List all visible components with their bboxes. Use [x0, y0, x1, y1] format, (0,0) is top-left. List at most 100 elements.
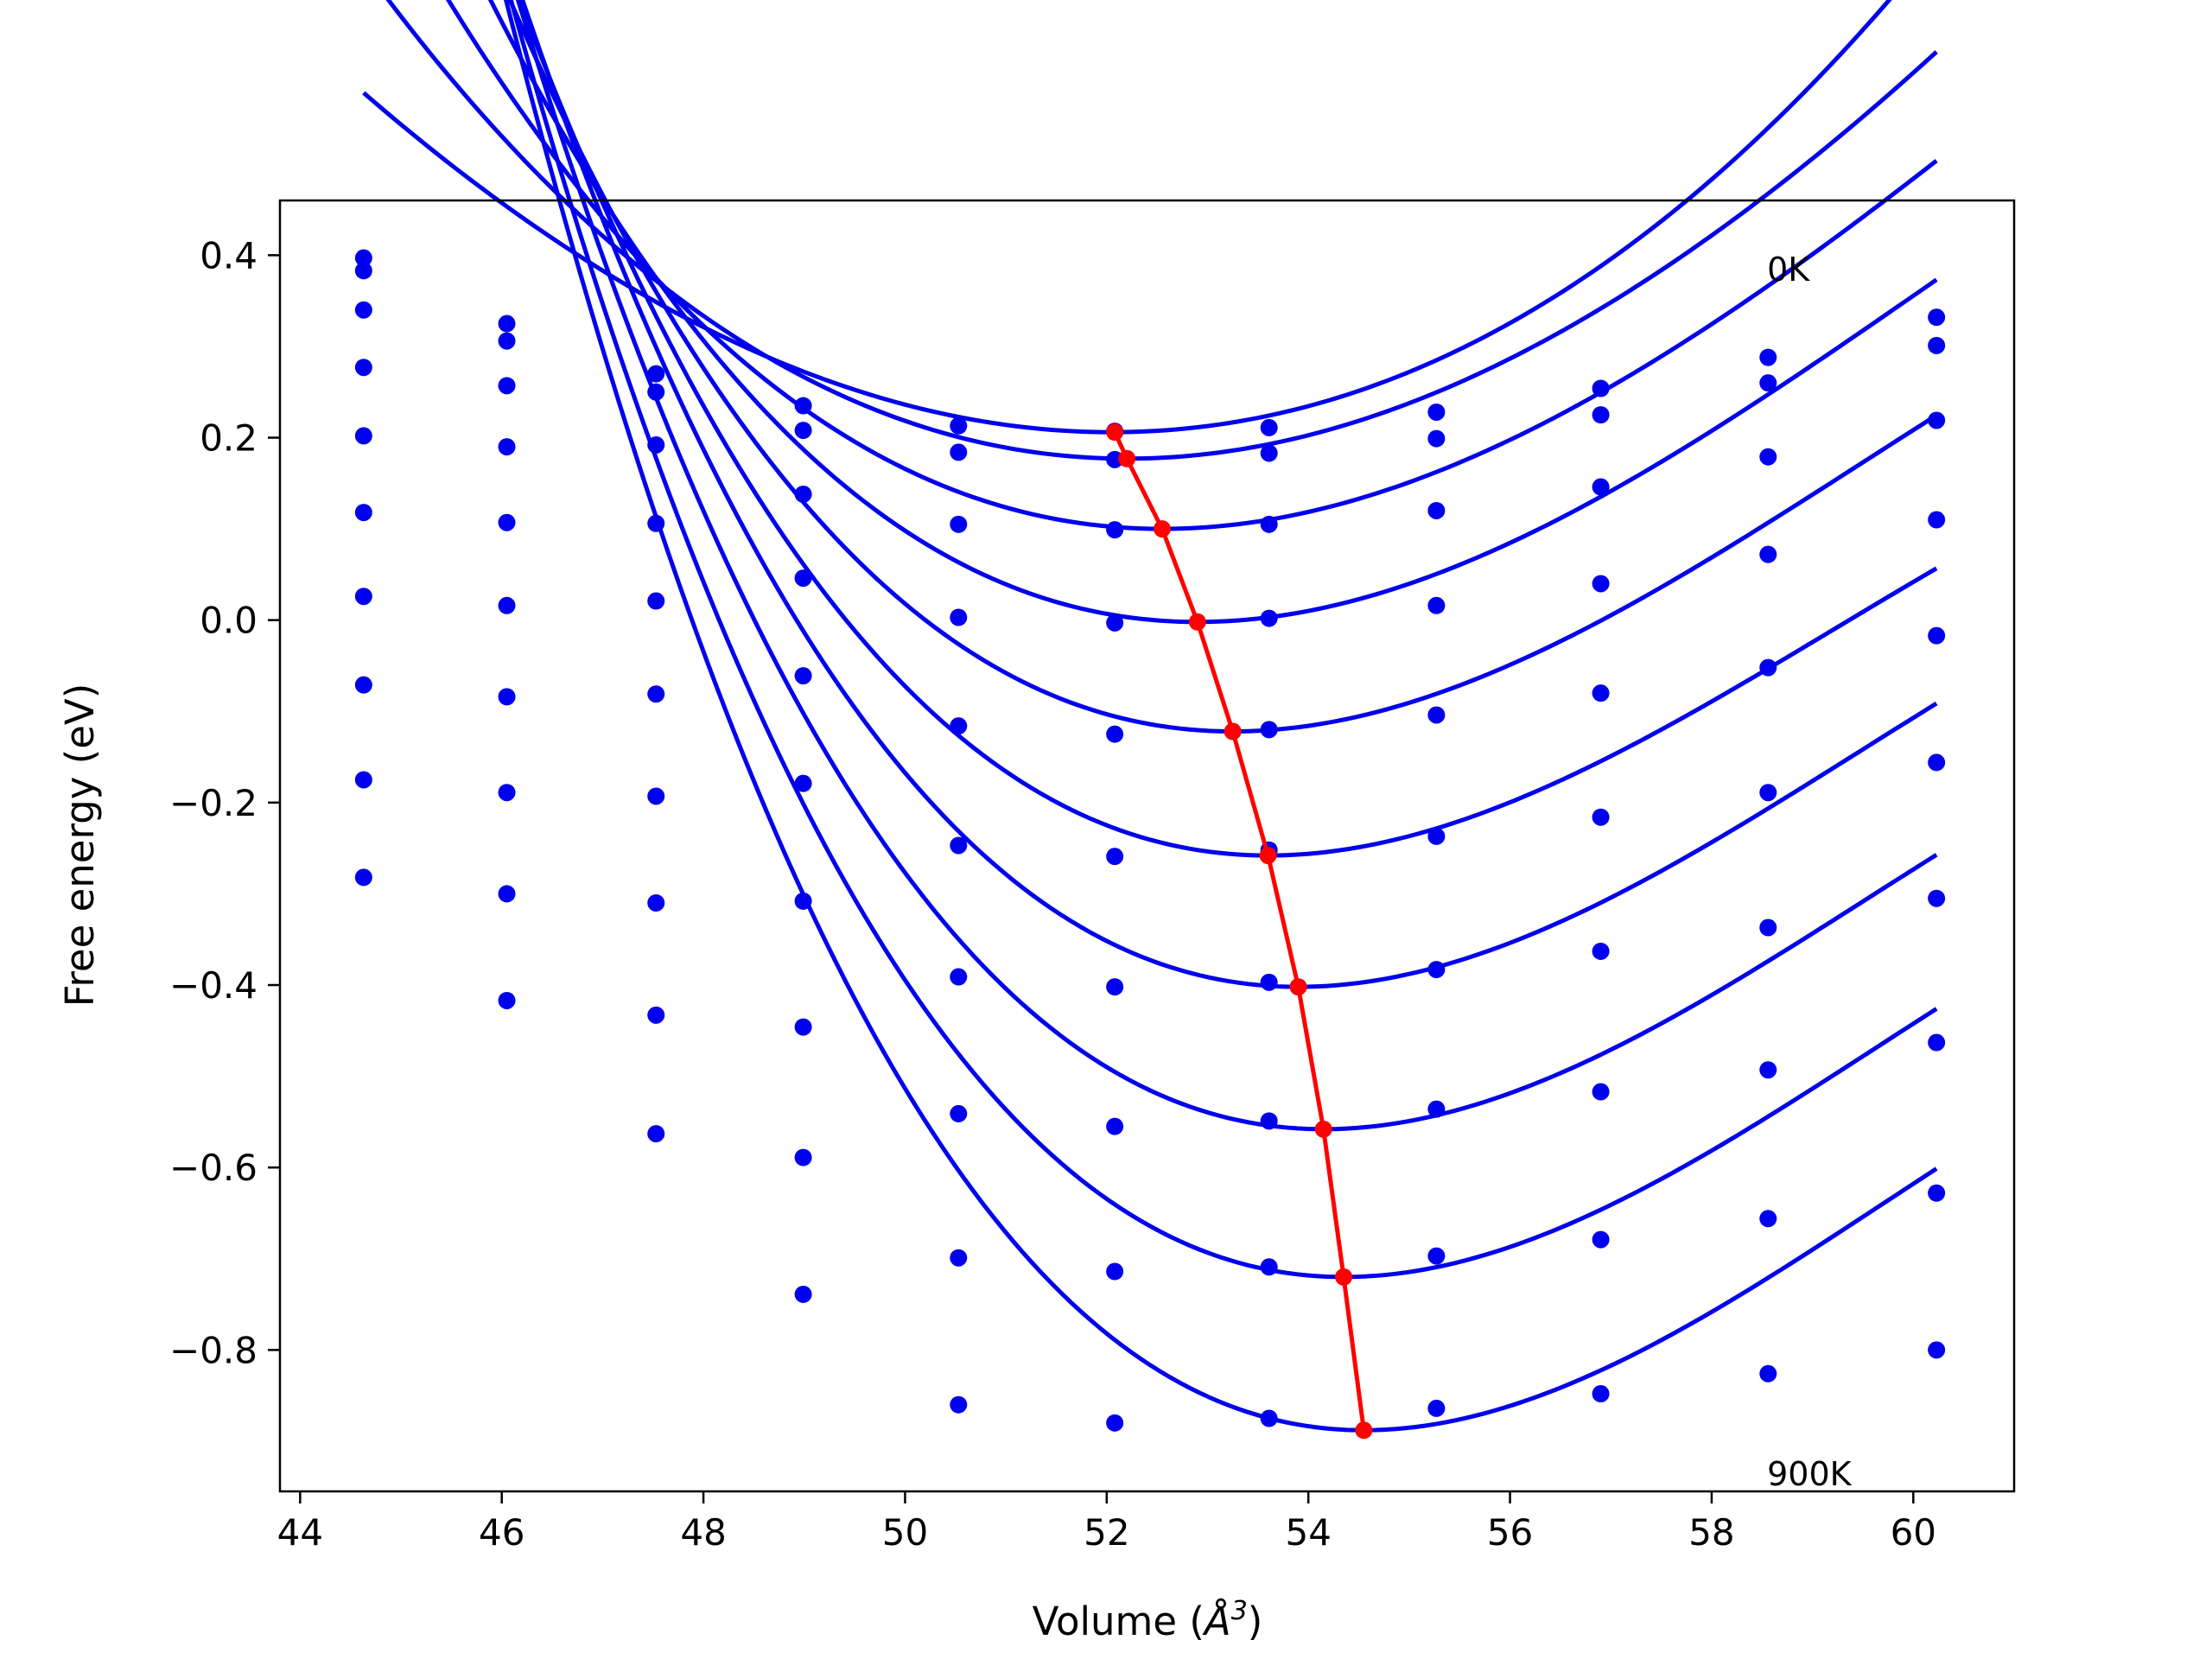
data-point-7-11 [1928, 889, 1946, 907]
data-point-5-5 [950, 717, 968, 735]
data-point-2-1 [354, 262, 372, 280]
data-point-7-9 [1592, 942, 1610, 960]
minimum-line [1112, 431, 1366, 1431]
data-point-8-3 [647, 893, 665, 912]
data-point-10-4 [794, 1285, 812, 1303]
annotation-900K: 900K [1767, 1455, 1853, 1493]
data-point-6-4 [794, 774, 812, 792]
data-point-4-5 [950, 608, 968, 626]
data-point-5-10 [1759, 658, 1777, 677]
x-tick-label-60: 60 [1891, 1511, 1936, 1554]
data-point-8-6 [1106, 1117, 1124, 1135]
data-point-9-8 [1427, 1247, 1446, 1265]
data-point-1-8 [1427, 403, 1446, 421]
data-point-4-10 [1759, 545, 1777, 563]
data-point-10-3 [647, 1125, 665, 1143]
data-point-2-10 [1759, 374, 1777, 392]
data-point-4-6 [1106, 613, 1124, 632]
data-point-5-3 [647, 592, 665, 610]
data-point-9-7 [1260, 1258, 1278, 1276]
fit-curve-7 [520, 0, 1938, 989]
data-point-4-9 [1592, 575, 1610, 593]
data-point-9-1 [354, 771, 372, 789]
data-point-8-4 [794, 1018, 812, 1036]
data-point-10-8 [1427, 1399, 1446, 1417]
minimum-point-6 [1259, 847, 1277, 865]
data-point-10-9 [1592, 1385, 1610, 1403]
minimum-point-8 [1314, 1120, 1332, 1138]
data-point-5-2 [498, 513, 516, 531]
fit-curve-1 [362, 0, 1892, 435]
data-point-4-1 [354, 359, 372, 377]
data-point-6-2 [498, 596, 516, 614]
data-point-9-4 [794, 1148, 812, 1166]
data-point-1-5 [950, 416, 968, 435]
data-point-8-7 [1260, 1112, 1278, 1130]
data-point-5-4 [794, 667, 812, 685]
data-point-2-2 [498, 332, 516, 350]
data-point-2-3 [647, 383, 665, 401]
plot-area [354, 0, 1946, 1440]
data-point-3-10 [1759, 448, 1777, 466]
fit-curve-8 [515, 0, 1938, 1132]
data-point-3-9 [1592, 478, 1610, 496]
data-point-6-11 [1928, 753, 1946, 772]
minimum-point-2 [1118, 449, 1136, 467]
minimum-point-3 [1154, 520, 1172, 538]
data-point-9-11 [1928, 1184, 1946, 1202]
fit-curve-6 [517, 0, 1938, 858]
data-point-4-3 [647, 514, 665, 532]
annotation-0K: 0K [1767, 251, 1810, 289]
data-point-1-4 [794, 397, 812, 415]
minimum-point-4 [1188, 613, 1206, 631]
x-tick-label-50: 50 [882, 1511, 928, 1554]
data-point-2-8 [1427, 429, 1446, 448]
data-point-2-11 [1928, 336, 1946, 354]
data-point-1-3 [647, 365, 665, 383]
data-point-5-8 [1427, 706, 1446, 724]
x-axis-label-superscript: 3 [1231, 1596, 1248, 1626]
data-point-4-4 [794, 569, 812, 588]
data-point-6-10 [1759, 784, 1777, 802]
data-point-9-2 [498, 885, 516, 903]
data-point-6-5 [950, 836, 968, 855]
data-point-3-1 [354, 301, 372, 319]
y-tick-label-6: −0.8 [169, 1329, 257, 1371]
x-tick-label-48: 48 [680, 1511, 726, 1554]
data-point-1-1 [354, 249, 372, 267]
x-tick-label-56: 56 [1487, 1511, 1533, 1554]
data-point-10-2 [498, 991, 516, 1009]
data-point-8-1 [354, 676, 372, 694]
x-axis-label-unit: Å [1202, 1599, 1231, 1644]
x-axis-label: Volume (Å3) [1033, 1596, 1263, 1644]
data-point-1-11 [1928, 308, 1946, 327]
data-point-3-11 [1928, 411, 1946, 429]
data-point-5-11 [1928, 626, 1946, 645]
data-point-7-5 [950, 968, 968, 986]
data-point-9-6 [1106, 1262, 1124, 1281]
data-point-5-9 [1592, 684, 1610, 702]
x-tick-label-54: 54 [1285, 1511, 1331, 1554]
data-point-7-8 [1427, 961, 1446, 979]
data-point-3-4 [794, 485, 812, 503]
data-point-2-4 [794, 422, 812, 440]
fit-curve-3 [445, 0, 1938, 531]
data-point-5-1 [354, 427, 372, 445]
data-point-10-7 [1260, 1409, 1278, 1427]
data-point-6-1 [354, 504, 372, 522]
data-point-10-1 [354, 868, 372, 887]
x-tick-label-52: 52 [1084, 1511, 1129, 1554]
data-point-7-3 [647, 787, 665, 805]
annotations: 0K 900K [1767, 251, 1853, 1493]
minimum-point-5 [1224, 722, 1242, 741]
data-point-7-6 [1106, 978, 1124, 996]
x-tick-label-44: 44 [277, 1511, 323, 1554]
data-point-3-3 [647, 435, 665, 454]
y-tick-label-3: −0.2 [169, 782, 257, 824]
minimum-point-9 [1335, 1268, 1353, 1286]
data-point-5-6 [1106, 725, 1124, 743]
data-point-5-7 [1260, 721, 1278, 739]
data-point-9-3 [647, 1006, 665, 1024]
data-point-8-5 [950, 1104, 968, 1122]
